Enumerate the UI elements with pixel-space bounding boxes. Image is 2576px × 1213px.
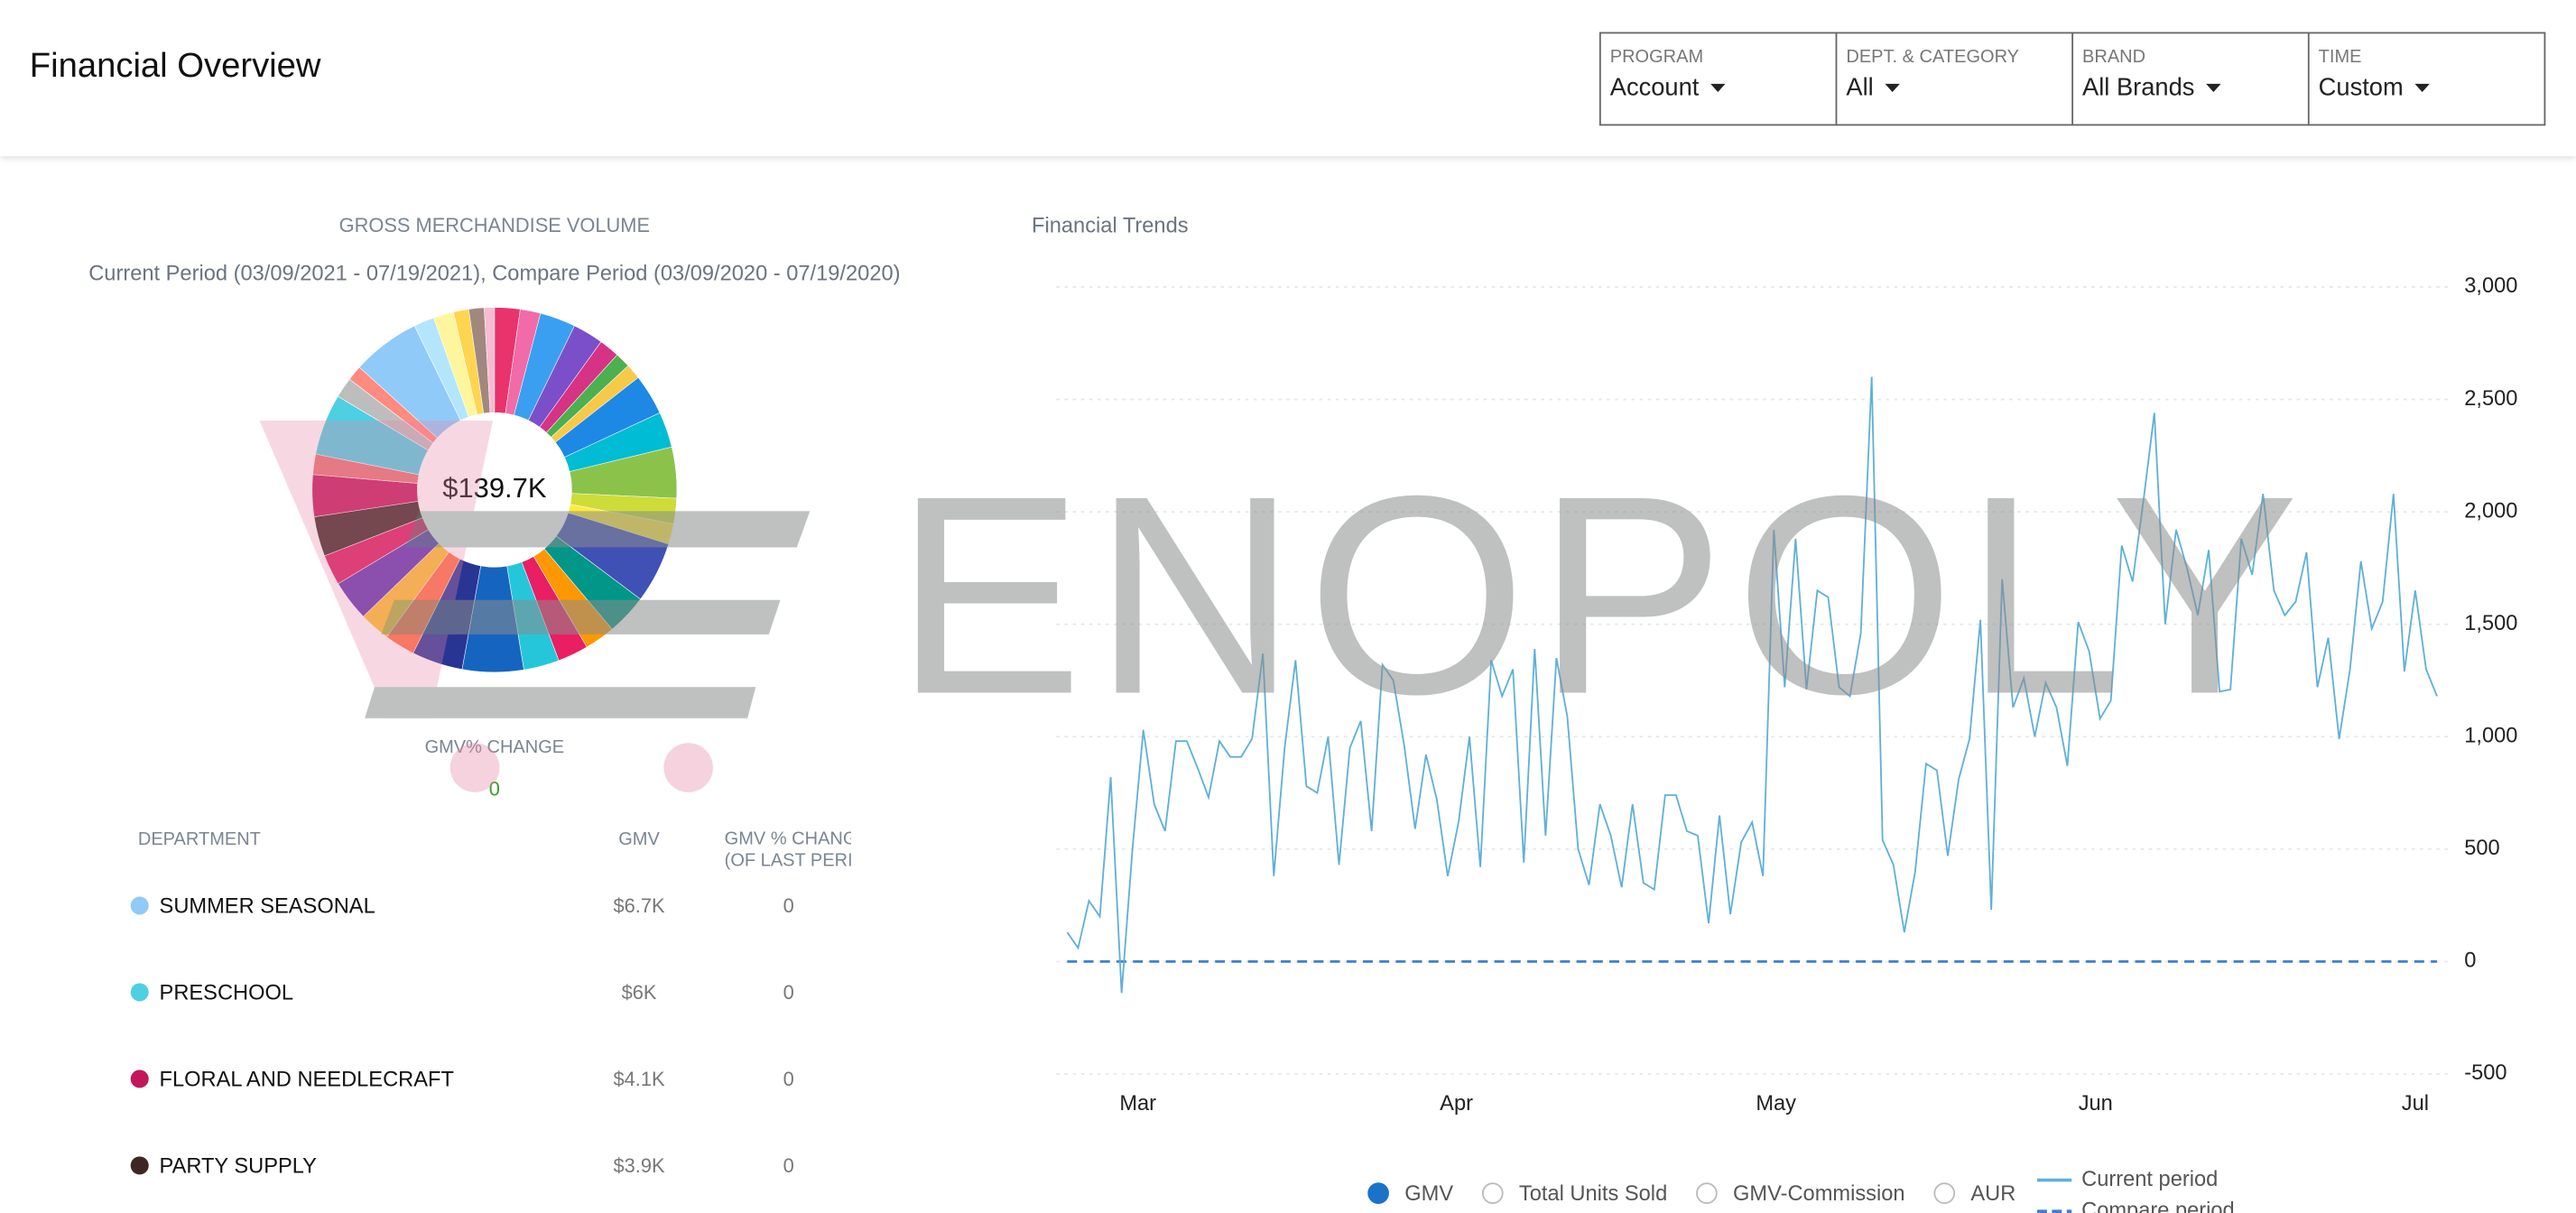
watermark-shape bbox=[259, 421, 494, 718]
row-dot bbox=[130, 896, 149, 915]
filter-bar: PROGRAM Account DEPT. & CATEGORY All BRAND Al… bbox=[1598, 32, 2546, 126]
y-tick-label: 1,500 bbox=[2464, 612, 2517, 635]
filter-dropdown[interactable]: PROGRAM Account bbox=[1610, 47, 1726, 101]
table-header: GMV bbox=[618, 829, 660, 849]
metric-radio[interactable]: GMV bbox=[1367, 1182, 1453, 1206]
metric-radio[interactable]: Total Units Sold bbox=[1481, 1182, 1667, 1206]
dropdown-caret bbox=[2414, 83, 2430, 92]
chart-title: Financial Trends bbox=[1032, 215, 1189, 238]
metric-label: AUR bbox=[1970, 1182, 2015, 1206]
radio-button bbox=[1481, 1182, 1504, 1204]
dropdown-caret bbox=[2206, 83, 2221, 92]
table-header: DEPARTMENT bbox=[138, 829, 261, 849]
gmv-change: 0 bbox=[783, 1154, 794, 1177]
page-title: Financial Overview bbox=[30, 46, 321, 85]
watermark-shape bbox=[405, 511, 811, 548]
y-tick-label: 500 bbox=[2464, 837, 2499, 860]
filter-label: TIME bbox=[2319, 47, 2362, 67]
gmv-value: $6K bbox=[622, 981, 657, 1004]
watermark-shape bbox=[381, 599, 781, 634]
watermark-shape bbox=[449, 743, 500, 792]
metric-radio[interactable]: AUR bbox=[1933, 1182, 2015, 1206]
y-tick-label: 0 bbox=[2464, 949, 2476, 973]
metric-label: GMV bbox=[1404, 1182, 1453, 1206]
gmv-value: $4.1K bbox=[614, 1068, 665, 1090]
metric-label: Total Units Sold bbox=[1519, 1182, 1667, 1206]
y-tick-label: 2,500 bbox=[2464, 387, 2517, 411]
filter-label: DEPT. & CATEGORY bbox=[1846, 47, 2019, 67]
y-tick-label: 1,000 bbox=[2464, 724, 2517, 747]
gmv-value: $3.9K bbox=[614, 1154, 665, 1177]
gmv-change: 0 bbox=[783, 981, 794, 1004]
dropdown-caret bbox=[1885, 83, 1900, 92]
filter-value: Account bbox=[1610, 73, 1700, 101]
radio-button bbox=[1696, 1182, 1718, 1204]
x-tick-label: Jun bbox=[2079, 1092, 2113, 1116]
department-name: SUMMER SEASONAL bbox=[160, 895, 375, 919]
change-value: 0 bbox=[489, 778, 500, 801]
watermark-text: ENOPOLY bbox=[894, 438, 2309, 753]
change-label: GMV% CHANGE bbox=[425, 737, 565, 757]
row-dot bbox=[130, 1069, 149, 1088]
row-dot bbox=[130, 1156, 149, 1175]
table-header: GMV % CHANGE (OF LAST PERIOD) bbox=[725, 829, 886, 871]
pie-slice bbox=[484, 307, 496, 413]
filter-dropdown[interactable]: DEPT. & CATEGORY All bbox=[1835, 32, 2019, 125]
watermark: ENOPOLY bbox=[259, 421, 2309, 792]
row-dot bbox=[130, 983, 149, 1002]
filter-label: PROGRAM bbox=[1610, 47, 1703, 67]
y-tick-label: 2,000 bbox=[2464, 499, 2517, 523]
x-tick-label: Mar bbox=[1119, 1092, 1156, 1116]
metric-label: GMV-Commission bbox=[1733, 1182, 1905, 1206]
department-name: PARTY SUPPLY bbox=[160, 1154, 318, 1178]
x-tick-label: Jul bbox=[2402, 1092, 2429, 1116]
legend-label: Compare period bbox=[2081, 1199, 2235, 1213]
filter-dropdown[interactable]: BRAND All Brands bbox=[2071, 32, 2221, 125]
filter-value: All bbox=[1846, 73, 1873, 101]
x-tick-label: Apr bbox=[1440, 1092, 1473, 1116]
y-tick-label: 3,000 bbox=[2464, 274, 2517, 298]
department-name: PRESCHOOL bbox=[160, 981, 294, 1005]
x-tick-label: May bbox=[1756, 1092, 1796, 1116]
radio-button bbox=[1933, 1182, 1956, 1204]
watermark-shape bbox=[663, 743, 713, 792]
radio-button bbox=[1367, 1182, 1389, 1204]
dropdown-caret bbox=[1710, 83, 1726, 92]
gmv-change: 0 bbox=[783, 894, 794, 917]
legend-label: Current period bbox=[2081, 1168, 2218, 1191]
metric-radio[interactable]: GMV-Commission bbox=[1696, 1182, 1905, 1206]
y-tick-label: -500 bbox=[2464, 1061, 2507, 1085]
filter-value: All Brands bbox=[2082, 73, 2194, 101]
watermark-shape bbox=[365, 687, 756, 718]
chart-subtitle: Current Period (03/09/2021 - 07/19/2021)… bbox=[88, 262, 900, 285]
department-name: FLORAL AND NEEDLECRAFT bbox=[160, 1068, 454, 1091]
filter-label: BRAND bbox=[2082, 47, 2145, 67]
gmv-change: 0 bbox=[783, 1068, 794, 1090]
gmv-value: $6.7K bbox=[614, 894, 665, 917]
pie-center-label: $139.7K bbox=[442, 472, 547, 504]
series-line bbox=[1066, 376, 2438, 994]
filter-value: Custom bbox=[2319, 73, 2404, 101]
chart-title: GROSS MERCHANDISE VOLUME bbox=[339, 214, 650, 236]
filter-dropdown[interactable]: TIME Custom bbox=[2307, 32, 2430, 125]
